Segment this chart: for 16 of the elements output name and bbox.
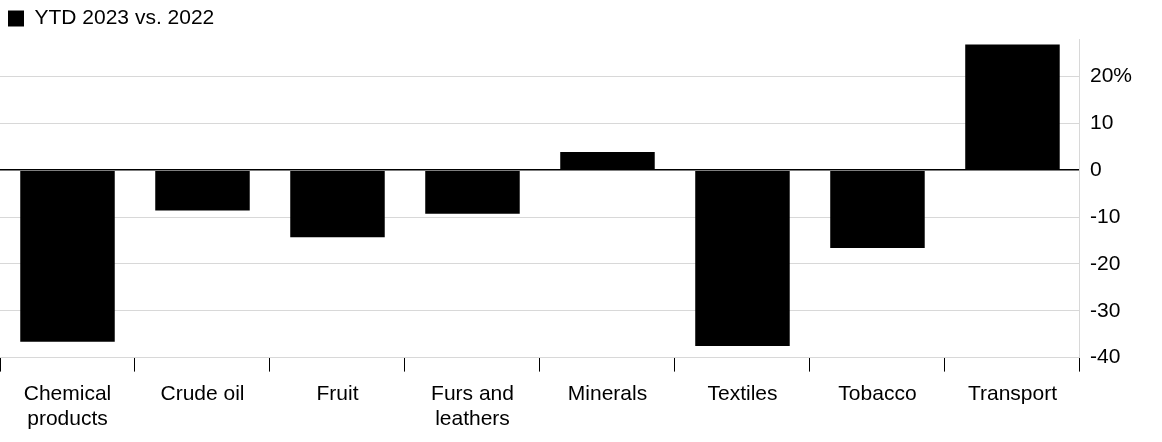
y-tick-label: 20%: [1089, 63, 1132, 87]
y-tick-label: -20: [1089, 250, 1121, 274]
y-tick-label: -30: [1089, 297, 1121, 321]
x-tick-label: Fruit: [316, 381, 359, 404]
y-tick-label: 0: [1089, 156, 1102, 180]
x-tick-label: Minerals: [567, 381, 648, 404]
y-tick-label: -10: [1089, 203, 1121, 227]
legend-label: YTD 2023 vs. 2022: [34, 5, 215, 29]
x-tick-label: Crude oil: [160, 381, 245, 404]
y-tick-label: 10: [1089, 110, 1114, 134]
x-tick-label: Transport: [967, 381, 1058, 404]
x-tick-label: Chemical products: [23, 381, 112, 430]
y-tick-label: -40: [1089, 344, 1121, 368]
x-tick-label: Textiles: [707, 381, 778, 404]
x-tick-label: Furs and leathers: [431, 381, 514, 430]
x-tick-label: Tobacco: [838, 381, 917, 404]
